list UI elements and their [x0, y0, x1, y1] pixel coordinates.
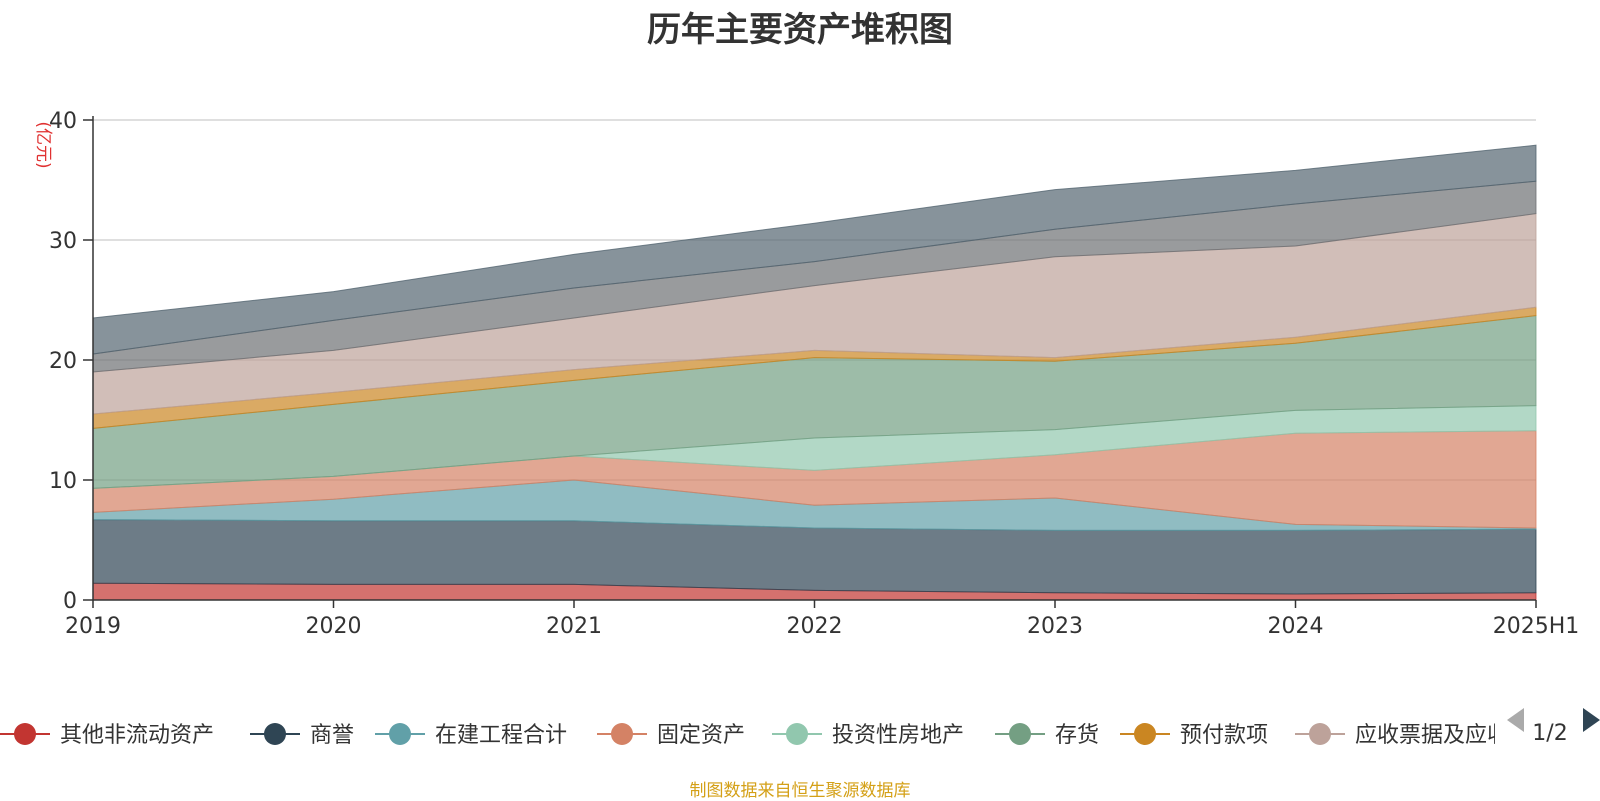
legend-label: 预付款项	[1180, 723, 1268, 748]
legend-item[interactable]: 在建工程合计	[375, 723, 567, 748]
x-tick-label: 2022	[787, 614, 843, 639]
y-tick-label: 20	[49, 349, 77, 374]
legend-item[interactable]: 其他非流动资产	[0, 723, 214, 748]
y-tick-label: 10	[49, 469, 77, 494]
legend-item[interactable]: 存货	[995, 723, 1099, 748]
legend-marker	[1309, 723, 1331, 745]
x-tick-label: 2020	[306, 614, 362, 639]
legend-next-page-icon[interactable]	[1583, 708, 1600, 732]
legend-marker	[1134, 723, 1156, 745]
axes: 0 10 20 30 40 2019 2020 2021 2022 2023 2024 2025H1	[49, 109, 1579, 639]
y-tick-label: 0	[63, 589, 77, 614]
legend-label: 其他非流动资产	[60, 723, 214, 748]
y-tick-label: 30	[49, 229, 77, 254]
legend-item[interactable]: 应收票据及应收账款	[1295, 723, 1553, 748]
legend-label: 固定资产	[657, 723, 745, 748]
legend-item[interactable]: 预付款项	[1120, 723, 1268, 748]
legend-marker	[786, 723, 808, 745]
legend-marker	[1009, 723, 1031, 745]
legend: 其他非流动资产 商誉 在建工程合计 固定资产 投资性房地产 存货 预付款项 应收票据及应收账款	[0, 723, 1553, 748]
legend-marker	[389, 723, 411, 745]
legend-pager: 1/2	[1507, 708, 1600, 746]
legend-label: 存货	[1055, 723, 1099, 748]
x-tick-label: 2019	[65, 614, 121, 639]
x-tick-label: 2024	[1268, 614, 1324, 639]
legend-label: 应收票据及应收账款	[1355, 723, 1553, 748]
legend-items: 其他非流动资产 商誉 在建工程合计 固定资产 投资性房地产 存货 预付款项 应收票据及应收账款	[0, 723, 1553, 748]
legend-page-indicator: 1/2	[1532, 721, 1567, 746]
legend-label: 投资性房地产	[832, 723, 964, 748]
source-note: 制图数据来自恒生聚源数据库	[689, 781, 911, 801]
legend-item[interactable]: 投资性房地产	[772, 723, 964, 748]
legend-item[interactable]: 商誉	[250, 723, 354, 748]
legend-item[interactable]: 固定资产	[597, 723, 745, 748]
chart-title: 历年主要资产堆积图	[647, 10, 953, 50]
area-series	[92, 144, 1537, 355]
x-tick-label: 2023	[1027, 614, 1083, 639]
x-tick-label: 2021	[546, 614, 602, 639]
y-tick-label: 40	[49, 109, 77, 134]
y-axis-unit-label: (亿元)	[33, 121, 53, 168]
legend-label: 在建工程合计	[435, 723, 567, 748]
legend-marker	[14, 723, 36, 745]
legend-marker	[611, 723, 633, 745]
x-tick-label: 2025H1	[1493, 614, 1580, 639]
area-series	[92, 144, 1537, 601]
legend-prev-page-icon[interactable]	[1507, 708, 1524, 732]
legend-marker	[264, 723, 286, 745]
legend-label: 商誉	[310, 723, 354, 748]
